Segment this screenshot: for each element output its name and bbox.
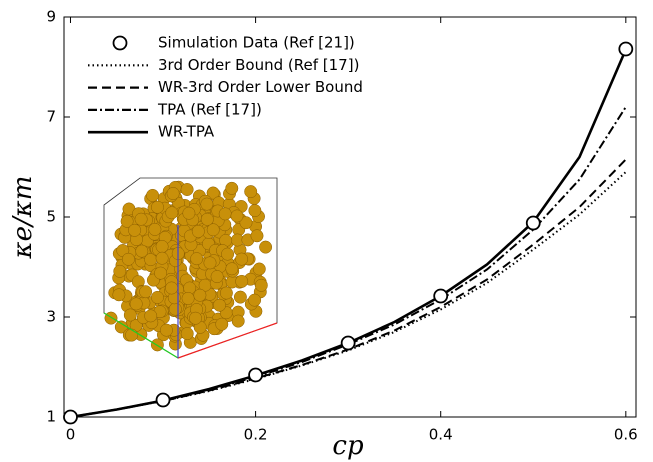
particle xyxy=(252,262,266,276)
cube-axis xyxy=(177,322,278,359)
particle xyxy=(146,188,160,202)
particle xyxy=(189,311,202,325)
particle xyxy=(120,214,134,228)
particle xyxy=(190,252,204,266)
particle xyxy=(230,209,244,223)
particle xyxy=(134,212,148,226)
y-axis-label: κe/κm xyxy=(8,176,38,260)
legend-label: TPA (Ref [17]) xyxy=(157,100,262,118)
particle xyxy=(203,256,217,270)
data-point xyxy=(433,288,449,304)
particle xyxy=(182,206,196,220)
particle xyxy=(200,197,214,211)
x-tick-label: 0.4 xyxy=(429,426,453,444)
particle xyxy=(112,288,126,302)
particle xyxy=(248,204,262,218)
particle xyxy=(210,270,224,284)
particle xyxy=(218,207,232,221)
particle xyxy=(159,323,173,337)
particle xyxy=(180,327,194,341)
particle xyxy=(235,252,249,266)
data-point xyxy=(248,367,263,383)
particle xyxy=(113,264,127,278)
x-tick-label: 0.6 xyxy=(614,426,638,444)
particle xyxy=(200,212,214,226)
particle xyxy=(219,286,233,300)
particle xyxy=(235,274,249,288)
particle xyxy=(250,229,264,243)
legend-label: Simulation Data (Ref [21]) xyxy=(158,34,355,52)
particle xyxy=(231,314,245,328)
cube-axis xyxy=(103,312,179,359)
particle xyxy=(139,285,153,299)
y-tick-label: 1 xyxy=(46,408,56,426)
data-point xyxy=(155,392,171,408)
particle xyxy=(148,222,162,236)
particle xyxy=(151,200,164,214)
x-tick-label: 0.2 xyxy=(244,426,268,444)
particle xyxy=(125,328,139,342)
particle xyxy=(181,291,195,305)
legend-label: WR-3rd Order Lower Bound xyxy=(158,78,363,96)
y-tick-label: 7 xyxy=(46,108,56,126)
particle xyxy=(104,311,118,325)
particle xyxy=(193,288,207,302)
data-point xyxy=(525,215,541,231)
particle xyxy=(154,266,168,280)
particle xyxy=(206,186,220,200)
particle xyxy=(213,298,226,312)
particle xyxy=(155,251,169,265)
data-point xyxy=(618,41,634,57)
particle xyxy=(225,262,239,276)
particle xyxy=(123,308,137,322)
legend-label: 3rd Order Bound (Ref [17]) xyxy=(158,56,359,74)
y-tick-label: 3 xyxy=(46,308,56,326)
particle xyxy=(191,224,205,238)
data-point xyxy=(63,409,78,425)
particle xyxy=(165,206,179,220)
particle-cube-inset xyxy=(103,177,278,359)
particle xyxy=(135,244,149,258)
particle xyxy=(221,247,235,261)
particle xyxy=(244,185,258,199)
particle xyxy=(144,309,158,323)
x-axis-label: cp xyxy=(332,431,364,461)
particle xyxy=(215,317,229,331)
particle xyxy=(225,181,239,195)
particle xyxy=(166,187,180,200)
particle xyxy=(121,252,135,266)
legend-label: WR-TPA xyxy=(158,123,215,141)
data-point xyxy=(340,335,356,351)
particle xyxy=(254,278,268,292)
particle xyxy=(180,183,194,196)
particle xyxy=(233,290,247,304)
y-tick-label: 5 xyxy=(46,208,56,226)
particle xyxy=(165,281,179,295)
particle xyxy=(248,293,262,307)
particle xyxy=(150,290,164,304)
y-tick-label: 9 xyxy=(46,8,56,26)
particle xyxy=(206,223,220,237)
particle xyxy=(239,216,253,230)
particle xyxy=(168,302,182,316)
particle xyxy=(129,297,143,311)
legend-marker xyxy=(112,35,128,51)
x-tick-label: 0 xyxy=(66,426,76,444)
particle xyxy=(128,223,142,237)
particle xyxy=(259,240,273,254)
particle xyxy=(155,240,169,253)
